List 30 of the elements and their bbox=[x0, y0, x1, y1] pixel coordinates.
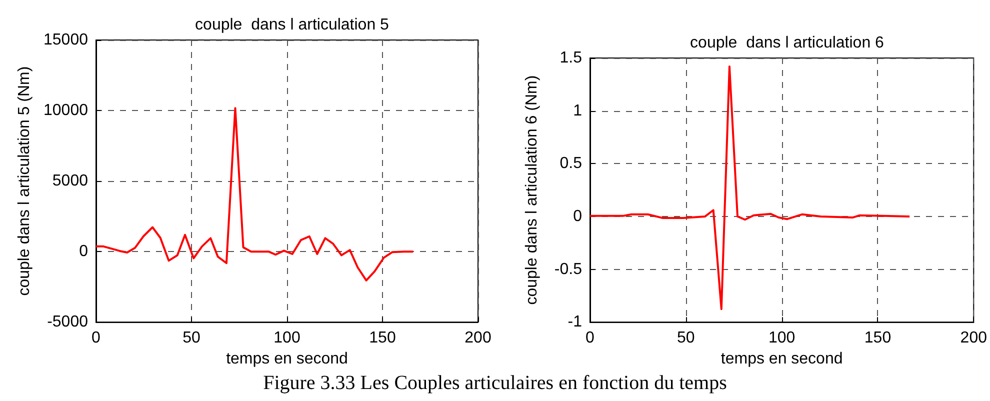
chart-title: couple dans l articulation 5 bbox=[195, 16, 390, 34]
x-tick-label: 200 bbox=[960, 330, 988, 347]
y-tick-label: 1.5 bbox=[560, 50, 582, 66]
x-tick-label: 150 bbox=[369, 330, 396, 347]
y-tick-label: 0.5 bbox=[560, 155, 582, 172]
x-axis-title: temps en second bbox=[226, 350, 348, 368]
x-tick-label: 50 bbox=[677, 330, 695, 347]
y-tick-label: 15000 bbox=[44, 32, 88, 48]
y-tick-label: 10000 bbox=[44, 102, 88, 120]
caption: Figure 3.33 Les Couples articulaires en fonction du temps bbox=[262, 372, 728, 395]
y-tick-label: -5000 bbox=[47, 314, 88, 331]
y-tick-label: 5000 bbox=[52, 172, 88, 190]
x-axis-title: temps en second bbox=[720, 350, 843, 368]
line-series bbox=[95, 107, 414, 282]
line-series bbox=[589, 65, 911, 310]
y-tick-label: -1 bbox=[568, 314, 582, 331]
x-tick-label: 100 bbox=[768, 330, 796, 347]
x-tick-label: 50 bbox=[182, 330, 200, 347]
x-tick-label: 150 bbox=[864, 330, 892, 347]
x-tick-label: 0 bbox=[92, 330, 101, 347]
y-tick-label: 0 bbox=[573, 208, 582, 225]
y-axis-title: couple dans l articulation 6 (Nm) bbox=[524, 75, 540, 305]
x-tick-label: 100 bbox=[274, 330, 300, 347]
y-tick-label: 0 bbox=[79, 243, 88, 260]
x-tick-label: 200 bbox=[464, 330, 492, 347]
y-tick-label: 1 bbox=[573, 102, 582, 120]
y-axis-title: couple dans l articulation 5 (Nm) bbox=[16, 66, 34, 296]
x-tick-label: 0 bbox=[586, 330, 595, 347]
y-tick-label: -0.5 bbox=[554, 260, 582, 278]
chart-title: couple dans l articulation 6 bbox=[690, 34, 884, 52]
